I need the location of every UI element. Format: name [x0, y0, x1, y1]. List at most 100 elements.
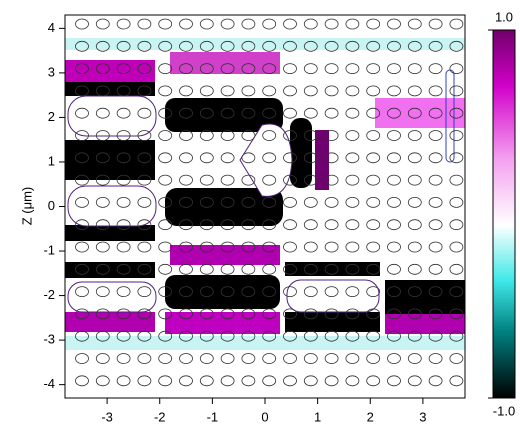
- atom-ring: [449, 152, 464, 164]
- atom-ring: [324, 353, 339, 364]
- atom-ring: [95, 353, 110, 364]
- atom-ring: [407, 196, 422, 208]
- atom-ring: [283, 375, 297, 387]
- atom-ring: [324, 40, 339, 52]
- atom-ring: [407, 241, 422, 253]
- atom-ring: [428, 152, 443, 164]
- atom-ring: [407, 85, 422, 97]
- field-band: [285, 312, 380, 332]
- atom-ring: [303, 375, 318, 387]
- y-tick-label: -4: [43, 376, 55, 391]
- atom-ring: [95, 63, 110, 74]
- atom-ring: [75, 174, 89, 186]
- atom-ring: [116, 130, 131, 141]
- atom-ring: [199, 85, 214, 97]
- atom-ring: [324, 63, 339, 74]
- atom-ring: [366, 286, 381, 298]
- atom-ring: [220, 353, 235, 364]
- atom-ring: [199, 18, 214, 30]
- atom-ring: [449, 263, 464, 275]
- atom-ring: [262, 219, 277, 231]
- atom-ring: [407, 40, 422, 52]
- atom-ring: [407, 375, 422, 387]
- y-tick-label: -2: [43, 287, 55, 302]
- atom-ring: [283, 263, 297, 275]
- atom-ring: [95, 130, 110, 141]
- atom-ring: [262, 196, 277, 208]
- atom-ring: [428, 263, 443, 275]
- atom-ring: [75, 263, 89, 275]
- atom-ring: [345, 174, 360, 186]
- atom-ring: [199, 63, 214, 74]
- atom-ring: [407, 353, 422, 364]
- atom-ring: [241, 375, 256, 387]
- atom-ring: [262, 85, 277, 97]
- atom-ring: [449, 375, 464, 387]
- atom-ring: [95, 308, 110, 320]
- atom-ring: [179, 174, 193, 186]
- atom-ring: [199, 308, 214, 320]
- atom-ring: [345, 375, 360, 387]
- colorbar-tick-label: -1.0: [493, 403, 515, 418]
- atom-ring: [366, 40, 381, 52]
- field-blob: [239, 123, 293, 197]
- atom-ring: [262, 130, 277, 141]
- atom-ring: [449, 174, 464, 186]
- atom-ring: [324, 375, 339, 387]
- atom-ring: [199, 263, 214, 275]
- atom-ring: [407, 219, 422, 231]
- atom-ring: [428, 63, 443, 74]
- field-blob: [67, 185, 157, 227]
- atom-ring: [345, 353, 360, 364]
- atom-ring: [428, 85, 443, 97]
- atom-ring: [345, 263, 360, 275]
- atom-ring: [199, 152, 214, 164]
- atom-ring: [345, 286, 360, 298]
- atom-ring: [449, 40, 464, 52]
- atom-ring: [137, 130, 152, 141]
- atom-ring: [220, 330, 235, 342]
- atom-ring: [220, 286, 235, 298]
- atom-ring: [241, 219, 256, 231]
- atom-ring: [407, 130, 422, 141]
- atom-ring: [449, 18, 464, 30]
- atom-ring: [407, 308, 422, 320]
- atom-ring: [179, 375, 193, 387]
- atom-ring: [387, 40, 401, 52]
- atom-ring: [158, 152, 173, 164]
- atom-ring: [137, 286, 152, 298]
- atom-ring: [407, 152, 422, 164]
- x-tick-label: 3: [419, 409, 426, 424]
- atom-ring: [387, 174, 401, 186]
- atom-ring: [75, 85, 89, 97]
- atom-ring: [387, 85, 401, 97]
- atom-ring: [179, 308, 193, 320]
- atom-ring: [75, 330, 89, 342]
- atom-ring: [428, 18, 443, 30]
- field-band: [165, 312, 280, 334]
- atom-ring: [303, 286, 318, 298]
- atom-ring: [116, 174, 131, 186]
- field-band: [65, 140, 155, 180]
- atom-ring: [241, 85, 256, 97]
- atom-ring: [303, 63, 318, 74]
- atom-ring: [158, 263, 173, 275]
- atom-ring: [324, 308, 339, 320]
- atom-ring: [366, 152, 381, 164]
- atom-ring: [75, 308, 89, 320]
- atom-ring: [407, 330, 422, 342]
- atom-ring: [137, 196, 152, 208]
- atom-ring: [387, 107, 401, 119]
- atom-ring: [387, 286, 401, 298]
- atom-ring: [241, 241, 256, 253]
- atom-ring: [345, 196, 360, 208]
- atom-ring: [179, 18, 193, 30]
- y-tick-label: 1: [48, 153, 55, 168]
- atom-ring: [345, 330, 360, 342]
- atom-ring: [366, 353, 381, 364]
- atom-ring: [158, 18, 173, 30]
- atom-ring: [179, 219, 193, 231]
- y-tick-label: -3: [43, 332, 55, 347]
- atom-ring: [324, 85, 339, 97]
